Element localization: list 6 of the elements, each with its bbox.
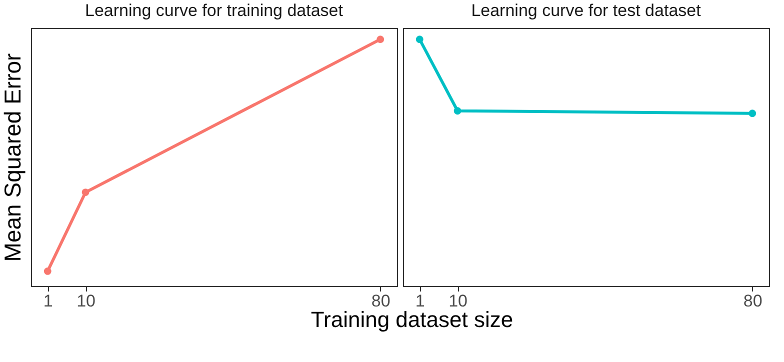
x-tick-label: 1 [43,292,53,310]
x-tick-label: 10 [76,292,96,310]
chart-title: Learning curve for test dataset [471,1,702,20]
x-tick-label: 80 [743,292,762,310]
y-axis-title: Mean Squared Error [0,52,26,262]
chart-title: Learning curve for training dataset [85,1,344,20]
